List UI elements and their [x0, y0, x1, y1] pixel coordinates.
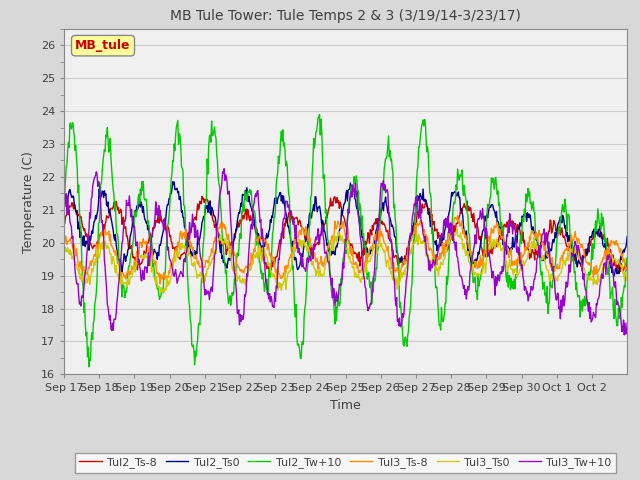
Tul3_Ts0 [126, 275, 134, 280]
Tul2_Ts0 [230, 237, 238, 242]
Tul3_Ts0 [280, 279, 287, 285]
Tul2_Ts-8 [230, 231, 238, 237]
Tul2_Ts0 [436, 241, 444, 247]
Tul2_Tw+10 [405, 316, 413, 322]
Tul2_Ts0 [623, 233, 631, 239]
Tul2_Tw+10 [280, 143, 287, 149]
Tul2_Tw+10 [85, 364, 93, 370]
Tul2_Tw+10 [259, 276, 266, 282]
Tul3_Ts0 [404, 252, 412, 258]
Tul2_Tw+10 [437, 327, 445, 333]
Tul2_Ts-8 [436, 233, 444, 239]
Line: Tul2_Tw+10: Tul2_Tw+10 [64, 114, 627, 367]
Tul3_Ts-8 [623, 265, 631, 271]
Tul3_Tw+10 [436, 235, 444, 241]
Tul2_Ts0 [280, 193, 287, 199]
Tul3_Tw+10 [220, 166, 228, 171]
Tul2_Tw+10 [127, 252, 134, 257]
Tul3_Ts-8 [404, 244, 412, 250]
Tul3_Ts0 [230, 271, 238, 276]
Tul3_Ts-8 [280, 270, 287, 276]
Line: Tul2_Ts-8: Tul2_Ts-8 [64, 196, 627, 272]
Tul2_Tw+10 [60, 189, 68, 194]
Tul2_Ts-8 [280, 235, 287, 241]
Tul3_Ts-8 [60, 241, 68, 247]
Tul3_Ts-8 [436, 251, 444, 256]
Tul2_Ts-8 [198, 193, 206, 199]
Tul2_Tw+10 [316, 111, 323, 117]
Tul3_Tw+10 [623, 320, 631, 326]
Tul3_Ts0 [259, 251, 266, 256]
Tul3_Tw+10 [230, 269, 238, 275]
Tul3_Ts0 [623, 278, 631, 284]
Tul3_Ts0 [453, 226, 461, 231]
Tul3_Tw+10 [280, 216, 287, 221]
Tul3_Ts0 [159, 290, 166, 296]
Tul2_Tw+10 [230, 276, 238, 282]
Tul2_Ts-8 [623, 257, 631, 263]
Tul3_Ts-8 [230, 252, 238, 258]
Tul3_Ts-8 [126, 269, 134, 275]
Line: Tul3_Tw+10: Tul3_Tw+10 [64, 168, 627, 335]
Line: Tul2_Ts0: Tul2_Ts0 [64, 182, 627, 276]
Text: MB_tule: MB_tule [76, 39, 131, 52]
Tul2_Ts0 [404, 243, 412, 249]
Line: Tul3_Ts-8: Tul3_Ts-8 [64, 216, 627, 284]
Tul2_Ts-8 [259, 248, 266, 254]
Tul2_Ts0 [169, 179, 177, 185]
Tul2_Ts-8 [616, 269, 624, 275]
Tul3_Tw+10 [259, 226, 266, 232]
Tul2_Ts0 [259, 243, 266, 249]
Tul3_Ts-8 [454, 213, 461, 218]
Title: MB Tule Tower: Tule Temps 2 & 3 (3/19/14-3/23/17): MB Tule Tower: Tule Temps 2 & 3 (3/19/14… [170, 10, 521, 24]
Line: Tul3_Ts0: Tul3_Ts0 [64, 228, 627, 293]
Tul3_Tw+10 [620, 332, 628, 338]
Tul2_Tw+10 [623, 260, 631, 266]
Tul2_Ts-8 [404, 251, 412, 256]
Y-axis label: Temperature (C): Temperature (C) [22, 151, 35, 252]
Legend: Tul2_Ts-8, Tul2_Ts0, Tul2_Tw+10, Tul3_Ts-8, Tul3_Ts0, Tul3_Tw+10: Tul2_Ts-8, Tul2_Ts0, Tul2_Tw+10, Tul3_Ts… [75, 453, 616, 472]
Tul3_Ts-8 [156, 281, 164, 287]
X-axis label: Time: Time [330, 399, 361, 412]
Tul3_Tw+10 [60, 200, 68, 205]
Tul2_Ts0 [126, 234, 134, 240]
Tul3_Ts0 [60, 251, 68, 256]
Tul2_Ts-8 [126, 246, 134, 252]
Tul2_Ts0 [610, 273, 618, 279]
Tul2_Ts-8 [60, 222, 68, 228]
Tul3_Ts0 [436, 266, 444, 272]
Tul3_Tw+10 [404, 253, 412, 259]
Tul2_Ts0 [60, 205, 68, 211]
Tul3_Tw+10 [126, 204, 134, 209]
Tul3_Ts-8 [259, 234, 266, 240]
